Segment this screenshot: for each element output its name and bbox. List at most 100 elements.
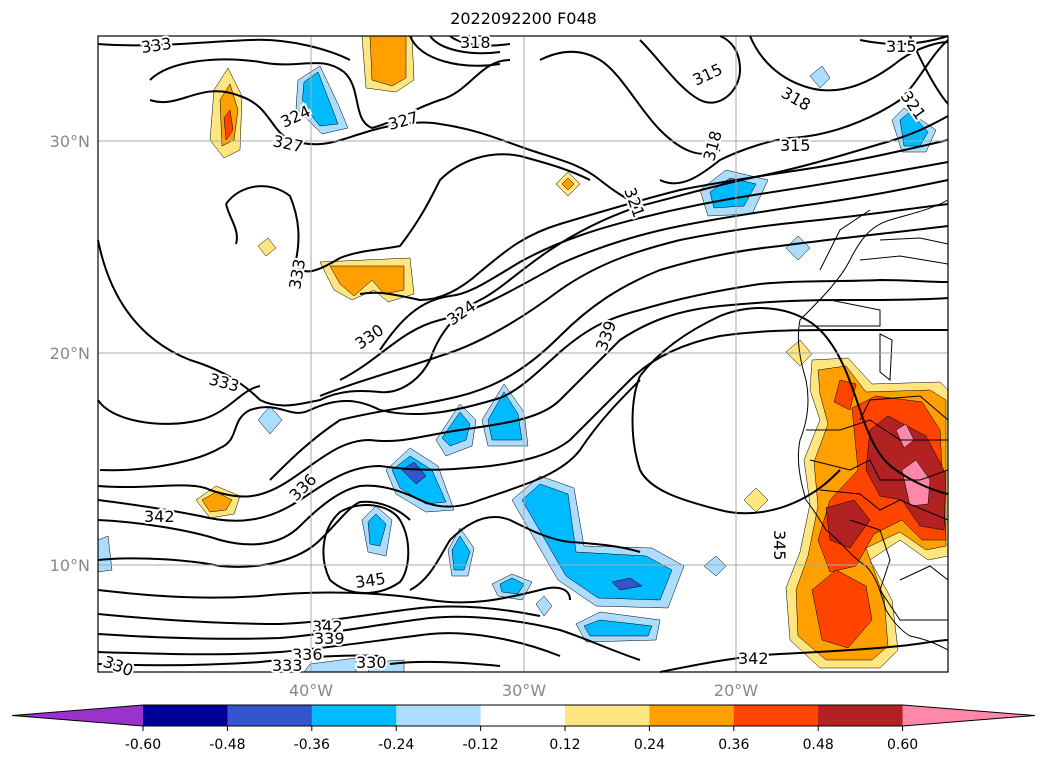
colorbar-extension-high — [902, 705, 1035, 726]
colorbar-tick-label: 0.60 — [887, 737, 918, 753]
contour-label: 342 — [312, 617, 343, 636]
positive-anomaly-region — [223, 109, 234, 141]
contour-label: 333 — [285, 257, 309, 290]
contour-line — [359, 139, 949, 302]
contour-line — [225, 153, 591, 273]
colorbar-tick-label: -0.48 — [209, 737, 245, 753]
contour-label: 315 — [780, 136, 811, 155]
contour-label: 333 — [140, 34, 173, 57]
colorbar-tick-label: -0.60 — [125, 737, 161, 753]
contour-line — [149, 58, 511, 130]
colorbar-tick-label: -0.12 — [462, 737, 498, 753]
contour-label: 339 — [592, 318, 620, 353]
positive-anomaly-region — [257, 237, 277, 257]
contour-label: 345 — [770, 530, 789, 561]
contour-line — [639, 307, 949, 495]
contour-line — [97, 328, 948, 522]
contour-line — [97, 615, 641, 661]
contour-line — [269, 225, 949, 481]
colorbar-tick-label: -0.36 — [294, 737, 330, 753]
colorbar-segment — [396, 705, 482, 726]
contour-label: 327 — [271, 131, 305, 156]
gridlines — [98, 36, 948, 672]
negative-anomaly-region — [899, 111, 929, 147]
lat-label-20n: 20°N — [50, 344, 90, 363]
negative-anomaly-region — [583, 619, 653, 637]
contour-line — [389, 660, 501, 667]
negative-anomaly-region — [703, 555, 727, 577]
negative-anomaly-region — [809, 65, 831, 89]
contour-label: 345 — [354, 569, 387, 592]
lon-label-20w: 20°W — [714, 681, 758, 700]
positive-anomaly-region — [825, 499, 871, 549]
country-border — [809, 459, 949, 481]
contour-line — [539, 50, 721, 155]
contour-label: 333 — [207, 370, 241, 396]
contour-label: 318 — [460, 33, 491, 52]
contour-label: 336 — [292, 645, 323, 664]
shaded-fields — [97, 35, 949, 673]
contour-line — [97, 379, 641, 546]
colorbar-tick-label: 0.12 — [549, 737, 580, 753]
contour-line — [659, 639, 949, 673]
negative-anomaly-region — [97, 535, 113, 573]
map-title: 2022092200 F048 — [450, 9, 597, 28]
contour-label: 315 — [886, 37, 917, 56]
lat-label-30n: 30°N — [50, 132, 90, 151]
country-border — [879, 237, 949, 245]
contour-label: 342 — [144, 507, 175, 526]
contour-line — [97, 654, 381, 667]
negative-anomaly-region — [499, 577, 525, 595]
negative-anomaly-region — [611, 577, 643, 591]
contour-label: 333 — [272, 656, 303, 675]
contour-lines — [97, 35, 949, 673]
contour-line — [97, 115, 949, 407]
lat-label-10n: 10°N — [50, 556, 90, 575]
colorbar-tick-label: -0.24 — [378, 737, 414, 753]
contour-line — [909, 35, 949, 105]
africa-coast — [797, 199, 949, 651]
country-border — [849, 519, 948, 621]
colorbar-segment — [480, 705, 566, 726]
contour-line — [319, 203, 949, 397]
contour-line — [149, 90, 641, 207]
colorbar-segment — [818, 705, 904, 726]
negative-anomaly-region — [441, 411, 471, 447]
contour-line — [631, 375, 841, 515]
negative-anomaly-region — [521, 483, 673, 601]
contour-line — [97, 38, 351, 61]
colorbar: -0.60 -0.48 -0.36 -0.24 -0.12 0.12 0.24 0.36 0.4… — [11, 704, 1036, 753]
contour-label: 339 — [314, 629, 345, 648]
positive-anomaly-region — [743, 487, 769, 513]
contour-line — [322, 504, 410, 594]
contour-line — [429, 35, 501, 55]
country-border — [800, 299, 881, 327]
lon-label-30w: 30°W — [502, 681, 546, 700]
positive-anomaly-region — [811, 569, 873, 649]
colorbar-segment — [143, 705, 228, 726]
positive-anomaly-region — [201, 491, 233, 513]
contour-label: 342 — [738, 649, 769, 668]
contour-line — [659, 39, 949, 185]
contour-line — [97, 632, 561, 657]
negative-anomaly-region — [367, 513, 387, 547]
negative-anomaly-region — [785, 235, 811, 261]
positive-anomaly-region — [369, 35, 407, 87]
colorbar-segment — [311, 705, 397, 726]
colorbar-extension-low — [12, 705, 143, 726]
contour-label: 330 — [101, 652, 136, 680]
contour-line — [639, 35, 742, 104]
negative-anomaly-region — [535, 595, 553, 617]
country-border — [859, 255, 949, 265]
colorbar-tick-label: 0.24 — [634, 737, 665, 753]
coastlines — [797, 199, 949, 651]
contour-label: 318 — [700, 129, 726, 163]
contour-line — [859, 35, 949, 45]
map-frame — [97, 35, 949, 673]
contour-line — [449, 35, 511, 47]
country-border — [819, 489, 949, 521]
contour-line — [97, 605, 541, 626]
contour-line — [97, 500, 411, 568]
contour-line — [379, 161, 949, 351]
colorbar-tick-label: 0.48 — [803, 737, 834, 753]
